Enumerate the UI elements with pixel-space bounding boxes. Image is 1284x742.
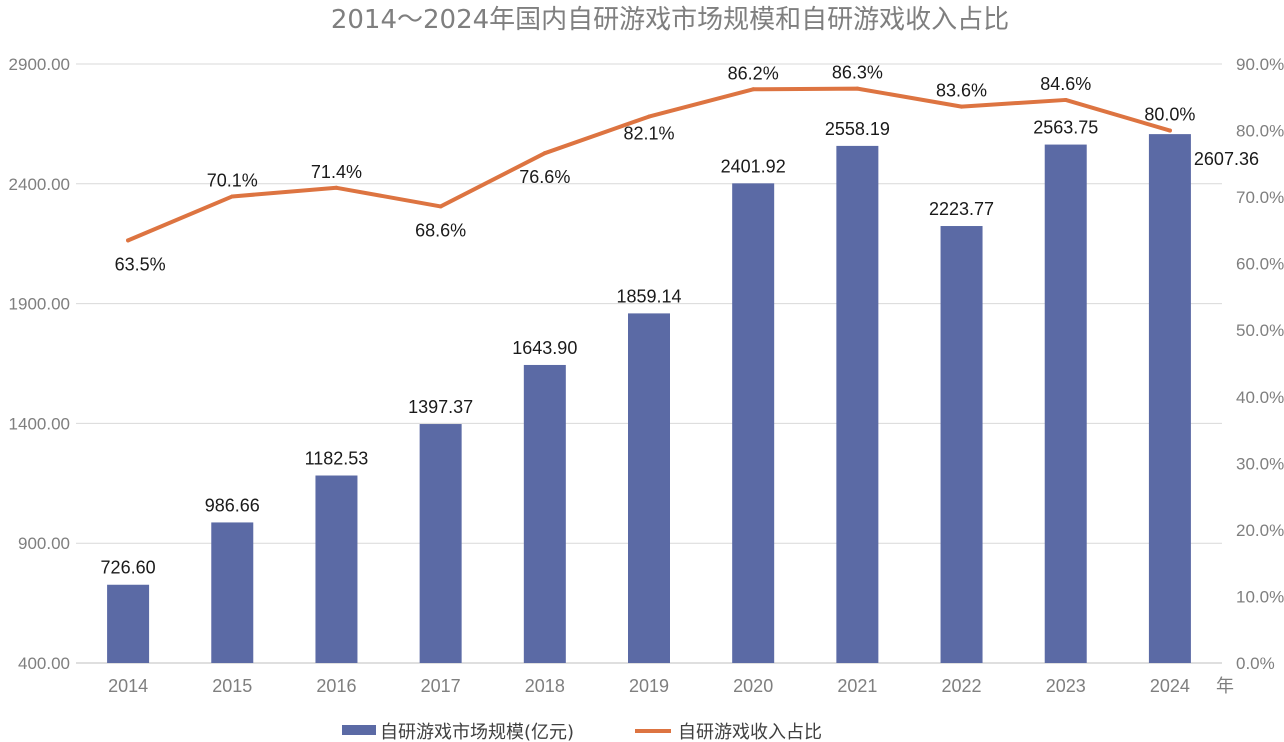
bar	[1148, 134, 1191, 663]
bar	[315, 475, 358, 663]
line-data-label: 71.4%	[311, 162, 362, 182]
line-point	[230, 194, 235, 199]
right-tick-label: 50.0%	[1236, 321, 1284, 340]
bar	[211, 522, 254, 663]
line-point	[334, 185, 339, 190]
x-axis-unit: 年	[1216, 676, 1234, 696]
x-tick-label: 2020	[733, 676, 773, 696]
right-tick-label: 80.0%	[1236, 122, 1284, 141]
line-data-labels: 63.5% 70.1% 71.4% 68.6% 76.6% 82.1% 86.2% 86.3%…	[115, 63, 1196, 275]
x-axis-ticks: 2014 2015 2016 2017 2018 2019 2020 2021 2022 2023…	[108, 676, 1190, 696]
bar-data-label: 1643.90	[512, 338, 577, 358]
bar-data-label: 2607.36	[1194, 149, 1259, 169]
line-point	[1167, 128, 1172, 133]
line-data-label: 82.1%	[623, 124, 674, 144]
line-point	[959, 104, 964, 109]
line-series	[126, 86, 1172, 243]
bar-data-labels: 726.60 986.66 1182.53 1397.37 1643.90 1859.14…	[101, 118, 1259, 578]
legend: 自研游戏市场规模(亿元) 自研游戏收入占比	[342, 722, 822, 742]
bar-data-label: 2401.92	[721, 156, 786, 176]
left-tick-label: 400.00	[18, 654, 70, 673]
left-tick-label: 1900.00	[9, 295, 70, 314]
x-tick-label: 2024	[1150, 676, 1190, 696]
line-data-label: 86.3%	[832, 63, 883, 83]
right-tick-label: 30.0%	[1236, 454, 1284, 473]
bar-data-label: 2563.75	[1033, 118, 1098, 138]
chart-title: 2014～2024年国内自研游戏市场规模和自研游戏收入占比	[331, 5, 1009, 35]
bar	[419, 424, 462, 663]
left-tick-label: 900.00	[18, 534, 70, 553]
right-tick-label: 60.0%	[1236, 255, 1284, 274]
bar	[1044, 144, 1087, 664]
left-axis-ticks: 400.00 900.00 1400.00 1900.00 2400.00 2900.00	[9, 55, 70, 673]
line-point	[126, 238, 131, 243]
bar	[836, 145, 879, 663]
bar-data-label: 986.66	[205, 495, 260, 515]
bar-data-label: 1859.14	[616, 286, 681, 306]
bar-data-label: 1397.37	[408, 397, 473, 417]
right-tick-label: 0.0%	[1236, 654, 1275, 673]
line-data-label: 63.5%	[115, 254, 166, 274]
x-tick-label: 2018	[525, 676, 565, 696]
line-data-label: 76.6%	[519, 167, 570, 187]
legend-label-bar: 自研游戏市场规模(亿元)	[380, 722, 574, 742]
bar-series	[107, 134, 1191, 664]
right-tick-label: 40.0%	[1236, 388, 1284, 407]
bar-data-label: 2558.19	[825, 119, 890, 139]
x-tick-label: 2014	[108, 676, 148, 696]
line-point	[1063, 97, 1068, 102]
bar-data-label: 2223.77	[929, 199, 994, 219]
left-tick-label: 1400.00	[9, 414, 70, 433]
left-tick-label: 2900.00	[9, 55, 70, 74]
right-axis-ticks: 0.0% 10.0% 20.0% 30.0% 40.0% 50.0% 60.0% 70.0% 8…	[1236, 55, 1284, 673]
bar	[940, 226, 983, 663]
x-tick-label: 2015	[212, 676, 252, 696]
line-data-label: 86.2%	[728, 63, 779, 83]
line-data-label: 80.0%	[1144, 105, 1195, 125]
line-data-label: 83.6%	[936, 81, 987, 101]
x-tick-label: 2022	[942, 676, 982, 696]
x-tick-label: 2021	[837, 676, 877, 696]
line-point	[751, 87, 756, 92]
line-point	[855, 86, 860, 91]
x-tick-label: 2019	[629, 676, 669, 696]
line-point	[438, 204, 443, 209]
right-tick-label: 90.0%	[1236, 55, 1284, 74]
line-point	[542, 151, 547, 156]
x-tick-label: 2017	[421, 676, 461, 696]
line-data-label: 84.6%	[1040, 74, 1091, 94]
line-point	[647, 114, 651, 119]
line-data-label: 70.1%	[207, 170, 258, 190]
line-data-label: 68.6%	[415, 220, 466, 240]
bar-data-label: 726.60	[101, 558, 156, 578]
x-tick-label: 2023	[1046, 676, 1086, 696]
bar	[628, 313, 670, 663]
right-tick-label: 10.0%	[1236, 587, 1284, 606]
bar	[732, 183, 775, 663]
legend-swatch-bar	[342, 725, 376, 735]
legend-label-line: 自研游戏收入占比	[678, 722, 822, 742]
bar-data-label: 1182.53	[305, 449, 369, 469]
right-tick-label: 70.0%	[1236, 188, 1284, 207]
bar	[107, 584, 150, 663]
line-path	[126, 86, 1172, 243]
left-tick-label: 2400.00	[9, 175, 70, 194]
bar	[523, 364, 566, 663]
x-tick-label: 2016	[316, 676, 356, 696]
right-tick-label: 20.0%	[1236, 521, 1284, 540]
